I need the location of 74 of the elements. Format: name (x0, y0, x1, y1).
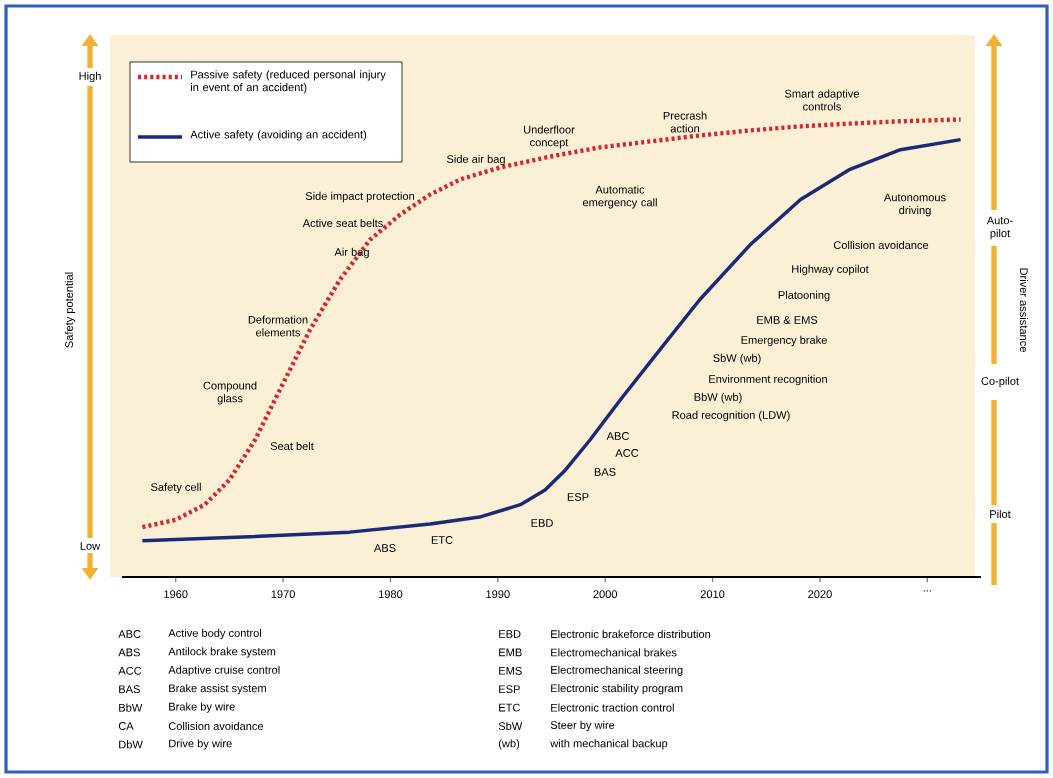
text: Brake by wire (169, 702, 235, 713)
annotation: ABC (606, 432, 629, 440)
annotation: Platooning (778, 290, 830, 302)
annotation: BAS (594, 468, 616, 476)
text: ABC (118, 630, 141, 638)
x-tick-label: 2020 (808, 590, 832, 599)
x-tick-label: ... (923, 590, 931, 592)
text: ACC (118, 666, 142, 675)
annotation: Road recognition (LDW) (672, 410, 790, 422)
text: with mechanical backup (550, 739, 668, 750)
annotation: Air bag (334, 247, 369, 259)
annotation: BbW (wb) (694, 392, 742, 404)
annotation: Collision avoidance (833, 240, 929, 250)
annotation: EMB & EMS (757, 316, 818, 324)
annotation: ACC (615, 449, 639, 457)
text: Auto-pilot (986, 216, 1013, 240)
annotation: Safety cell (150, 482, 201, 494)
annotation: Side air bag (446, 154, 505, 166)
x-tick-label: 2010 (700, 590, 725, 599)
text: CA (118, 722, 134, 730)
annotation: Underfloor concept (524, 125, 575, 149)
text: EMB (499, 648, 522, 657)
x-tick-label: 1990 (486, 590, 510, 599)
text: High (79, 71, 101, 83)
text: Electronic traction control (551, 703, 674, 712)
annotation: Emergency brake (741, 335, 827, 347)
annotation: ETC (431, 536, 453, 544)
text: BbW (119, 703, 143, 712)
x-tick-label: 1960 (164, 590, 188, 599)
text: Brake assist system (169, 684, 266, 695)
x-tick-label: 2000 (593, 590, 618, 599)
text: Pilot (990, 509, 1011, 519)
text: EBD (499, 630, 521, 638)
annotation: Automatic emergency call (582, 185, 657, 209)
text: Electromechanical brakes (551, 648, 677, 657)
text: Smart adaptive controls (784, 89, 860, 111)
annotation: ABS (373, 544, 396, 552)
y2-axis-title: Driver assistance (1019, 268, 1029, 352)
text: Active body control (168, 628, 262, 640)
text: Steer by wire (550, 720, 615, 732)
text: EMS (499, 666, 522, 675)
annotation: Environment recognition (709, 374, 827, 386)
annotation: Deformation elements (248, 315, 308, 337)
annotation: Seat belt (270, 441, 314, 451)
text: Electronic brakeforce distribution (551, 629, 711, 639)
annotation: Active seat belts (302, 218, 383, 228)
annotation: EBD (531, 519, 553, 527)
text: DbW (119, 740, 143, 749)
annotation: Autonomous driving (883, 193, 946, 217)
text: Co-pilot (981, 376, 1019, 388)
annotation: SbW (wb) (713, 353, 761, 365)
annotation: Side impact protection (305, 191, 415, 203)
annotation: Precrash action (663, 111, 707, 133)
annotation: Compound glass (203, 381, 257, 405)
text: Collision avoidance (168, 721, 264, 731)
legend-label: Passive safety (reduced personal injury in event of an accident) (191, 70, 386, 94)
text: Antilock brake system (168, 647, 276, 658)
annotation: ESP (567, 493, 589, 501)
text: ETC (499, 703, 520, 712)
text: ABS (118, 648, 140, 657)
text: Electromechanical steering (551, 665, 683, 676)
text: Drive by wire (169, 739, 232, 750)
text: Electronic stability program (551, 684, 683, 695)
text: Low (80, 542, 101, 550)
y-axis-title: Safety potential (64, 272, 76, 348)
text: ESP (499, 685, 520, 694)
text: BAS (119, 685, 140, 694)
annotation: Highway copilot (792, 264, 869, 276)
text: (wb) (498, 739, 520, 750)
legend-label: Active safety (avoiding an accident) (190, 130, 367, 141)
x-tick-label: 1980 (378, 590, 403, 599)
x-tick-label: 1970 (271, 590, 295, 599)
text: Adaptive cruise control (168, 665, 280, 676)
text: SbW (498, 721, 523, 731)
